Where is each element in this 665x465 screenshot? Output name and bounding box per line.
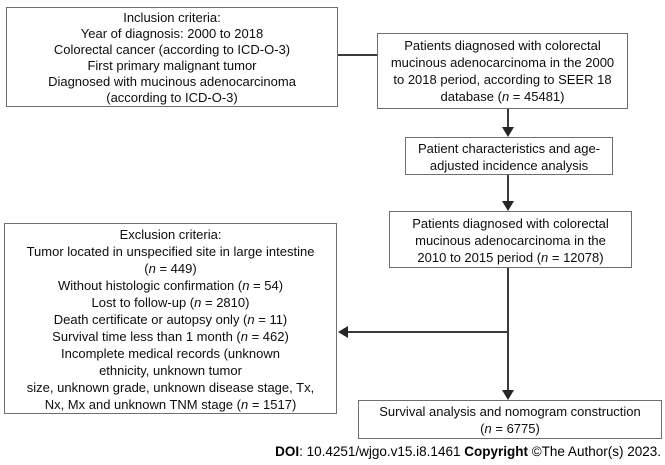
- arrowhead-down-icon: [502, 127, 514, 137]
- box-text-line: Diagnosed with mucinous adenocarcinoma: [48, 74, 296, 89]
- box-text-line: Incomplete medical records (unknown: [61, 346, 280, 361]
- box-text-line: Patients diagnosed with colorectal: [404, 38, 601, 53]
- cohort-2010-2015-box: Patients diagnosed with colorectal mucino…: [389, 211, 632, 268]
- box-text-line: First primary malignant tumor: [87, 58, 257, 73]
- box-text-line: database (n = 45481): [440, 89, 565, 104]
- box-text-line: Without histologic confirmation (n = 54): [57, 278, 284, 293]
- box-text-line: size, unknown grade, unknown disease sta…: [26, 380, 315, 395]
- arrowhead-left-icon: [338, 326, 348, 338]
- box-text-line: Inclusion criteria:: [123, 10, 221, 25]
- seer-cohort-2000-2018-box: Patients diagnosed with colorectal mucino…: [377, 33, 628, 109]
- box-text-line: ethnicity, unknown tumor: [99, 363, 242, 378]
- arrowhead-down-icon: [502, 390, 514, 400]
- connector-characteristics-to-cohort: [507, 175, 509, 201]
- box-text-line: Colorectal cancer (according to ICD-O-3): [53, 42, 291, 57]
- arrowhead-down-icon: [502, 201, 514, 211]
- doi-copyright-footer: DOI: 10.4251/wjgo.v15.i8.1461 Copyright …: [275, 444, 661, 459]
- connector-seer-to-characteristics: [507, 109, 509, 127]
- box-text-line: Year of diagnosis: 2000 to 2018: [80, 26, 264, 41]
- box-text-line: (n = 449): [144, 261, 197, 276]
- box-text-line: Lost to follow-up (n = 2810): [91, 295, 250, 310]
- box-text-line: Nx, Mx and unknown TNM stage (n = 1517): [44, 397, 297, 412]
- box-text-line: Patients diagnosed with colorectal: [412, 216, 609, 231]
- box-text-line: 2010 to 2015 period (n = 12078): [417, 250, 604, 265]
- inclusion-criteria-box: Inclusion criteria: Year of diagnosis: 20…: [6, 7, 338, 107]
- connector-inclusion-to-seer: [338, 54, 377, 56]
- survival-analysis-box: Survival analysis and nomogram construct…: [358, 400, 662, 439]
- box-text-line: Survival analysis and nomogram construct…: [379, 404, 641, 419]
- connector-branch-to-exclusion: [348, 331, 509, 333]
- box-text-line: (according to ICD-O-3): [106, 90, 238, 105]
- connector-cohort-to-survival: [507, 268, 509, 390]
- box-text-line: to 2018 period, according to SEER 18: [393, 72, 612, 87]
- box-text-line: Death certificate or autopsy only (n = 1…: [53, 312, 288, 327]
- box-text-line: Exclusion criteria:: [119, 227, 222, 242]
- exclusion-criteria-box: Exclusion criteria: Tumor located in unsp…: [4, 223, 337, 414]
- box-text-line: Survival time less than 1 month (n = 462…: [52, 329, 289, 344]
- box-text-line: Patient characteristics and age-: [417, 141, 601, 156]
- box-text-line: mucinous adenocarcinoma in the: [415, 233, 606, 248]
- box-text-line: Tumor located in unspecified site in lar…: [26, 244, 315, 259]
- box-text-line: (n = 6775): [480, 421, 540, 436]
- box-text-line: mucinous adenocarcinoma in the 2000: [390, 55, 615, 70]
- characteristics-analysis-box: Patient characteristics and age-adjusted…: [405, 137, 613, 175]
- box-text-line: adjusted incidence analysis: [429, 158, 589, 173]
